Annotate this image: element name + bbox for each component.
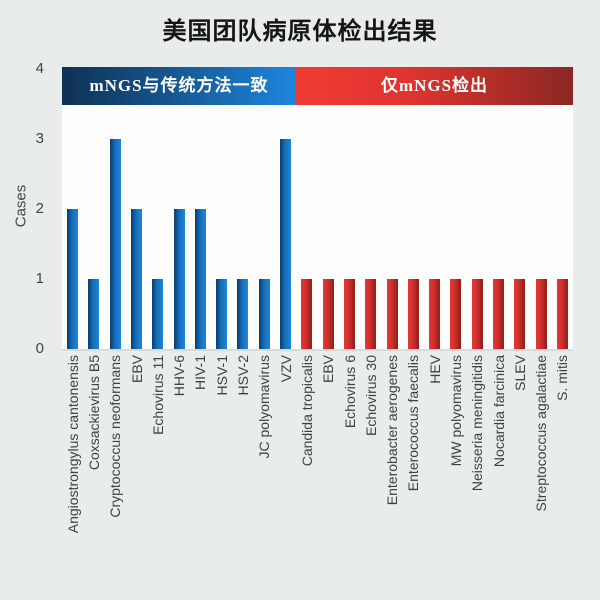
x-label-coxsackievirus-b5: Coxsackievirus B5	[85, 355, 102, 471]
bar-jc-polyomavirus	[258, 279, 270, 349]
bar-enterobacter-aerogenes	[386, 279, 398, 349]
x-label-echovirus-11: Echovirus 11	[149, 355, 166, 435]
bar-slev	[514, 279, 526, 349]
bar-cryptococcus-neoformans	[109, 139, 121, 349]
y-tick-1: 1	[35, 270, 44, 287]
bar-hev	[429, 279, 441, 349]
x-label-hiv-1: HIV-1	[192, 355, 209, 391]
bar-hiv-1	[194, 209, 206, 349]
x-label-nocardia-farcinica: Nocardia farcinica	[490, 355, 507, 468]
x-label-hev: HEV	[426, 355, 443, 384]
legend-band-mngs-only: 仅mNGS检出	[296, 67, 573, 105]
bar-hsv-2	[237, 279, 249, 349]
x-label-enterobacter-aerogenes: Enterobacter aerogenes	[384, 355, 401, 506]
bar-angiostrongylus-cantonensis	[67, 209, 79, 349]
y-tick-0: 0	[35, 340, 44, 357]
bar-ebv	[322, 279, 334, 349]
x-label-hhv-6: HHV-6	[171, 355, 188, 397]
bar-nocardia-farcinica	[492, 279, 504, 349]
x-label-hsv-2: HSV-2	[235, 355, 252, 396]
x-label-slev: SLEV	[511, 355, 528, 391]
chart-title: 美国团队病原体检出结果	[162, 18, 438, 45]
x-label-echovirus-30: Echovirus 30	[362, 355, 379, 436]
x-label-ebv: EBV	[128, 355, 145, 384]
bar-enterococcus-faecalis	[407, 279, 419, 349]
bar-neisseria-meningitidis	[471, 279, 483, 349]
bar-echovirus-6	[343, 279, 355, 349]
bar-mw-polyomavirus	[450, 279, 462, 349]
bar-echovirus-11	[152, 279, 164, 349]
x-label-hsv-1: HSV-1	[213, 355, 230, 396]
y-tick-4: 4	[35, 60, 44, 77]
x-label-candida-tropicalis: Candida tropicalis	[298, 355, 315, 467]
bar-vzv	[280, 139, 292, 349]
y-axis-ticks: 0 1 2 3 4	[0, 0, 50, 600]
x-label-streptococcus-agalactiae: Streptococcus agalactiae	[533, 355, 550, 512]
bars-container	[62, 67, 573, 351]
plot-area: mNGS与传统方法一致 仅mNGS检出	[62, 67, 573, 351]
x-axis-line	[62, 349, 573, 351]
bar-hhv-6	[173, 209, 185, 349]
bar-echovirus-30	[365, 279, 377, 349]
x-label-jc-polyomavirus: JC polyomavirus	[256, 355, 273, 459]
bar-s-mitis	[556, 279, 568, 349]
x-label-echovirus-6: Echovirus 6	[341, 355, 358, 429]
bar-hsv-1	[216, 279, 228, 349]
bar-candida-tropicalis	[301, 279, 313, 349]
x-label-mw-polyomavirus: MW polyomavirus	[447, 355, 464, 467]
y-tick-3: 3	[35, 130, 44, 147]
bar-streptococcus-agalactiae	[535, 279, 547, 349]
x-label-enterococcus-faecalis: Enterococcus faecalis	[405, 355, 422, 492]
legend-band-concordant: mNGS与传统方法一致	[62, 67, 296, 105]
x-label-neisseria-meningitidis: Neisseria meningitidis	[469, 355, 486, 492]
x-label-vzv: VZV	[277, 355, 294, 383]
bar-coxsackievirus-b5	[88, 279, 100, 349]
y-tick-2: 2	[35, 200, 44, 217]
x-label-cryptococcus-neoformans: Cryptococcus neoformans	[107, 355, 124, 518]
x-label-ebv: EBV	[320, 355, 337, 384]
x-label-s-mitis: S. mitis	[554, 355, 571, 401]
bar-ebv	[131, 209, 143, 349]
x-label-angiostrongylus-cantonensis: Angiostrongylus cantonensis	[64, 355, 81, 534]
x-axis-labels: Angiostrongylus cantonensis Coxsackieviru…	[62, 355, 573, 590]
